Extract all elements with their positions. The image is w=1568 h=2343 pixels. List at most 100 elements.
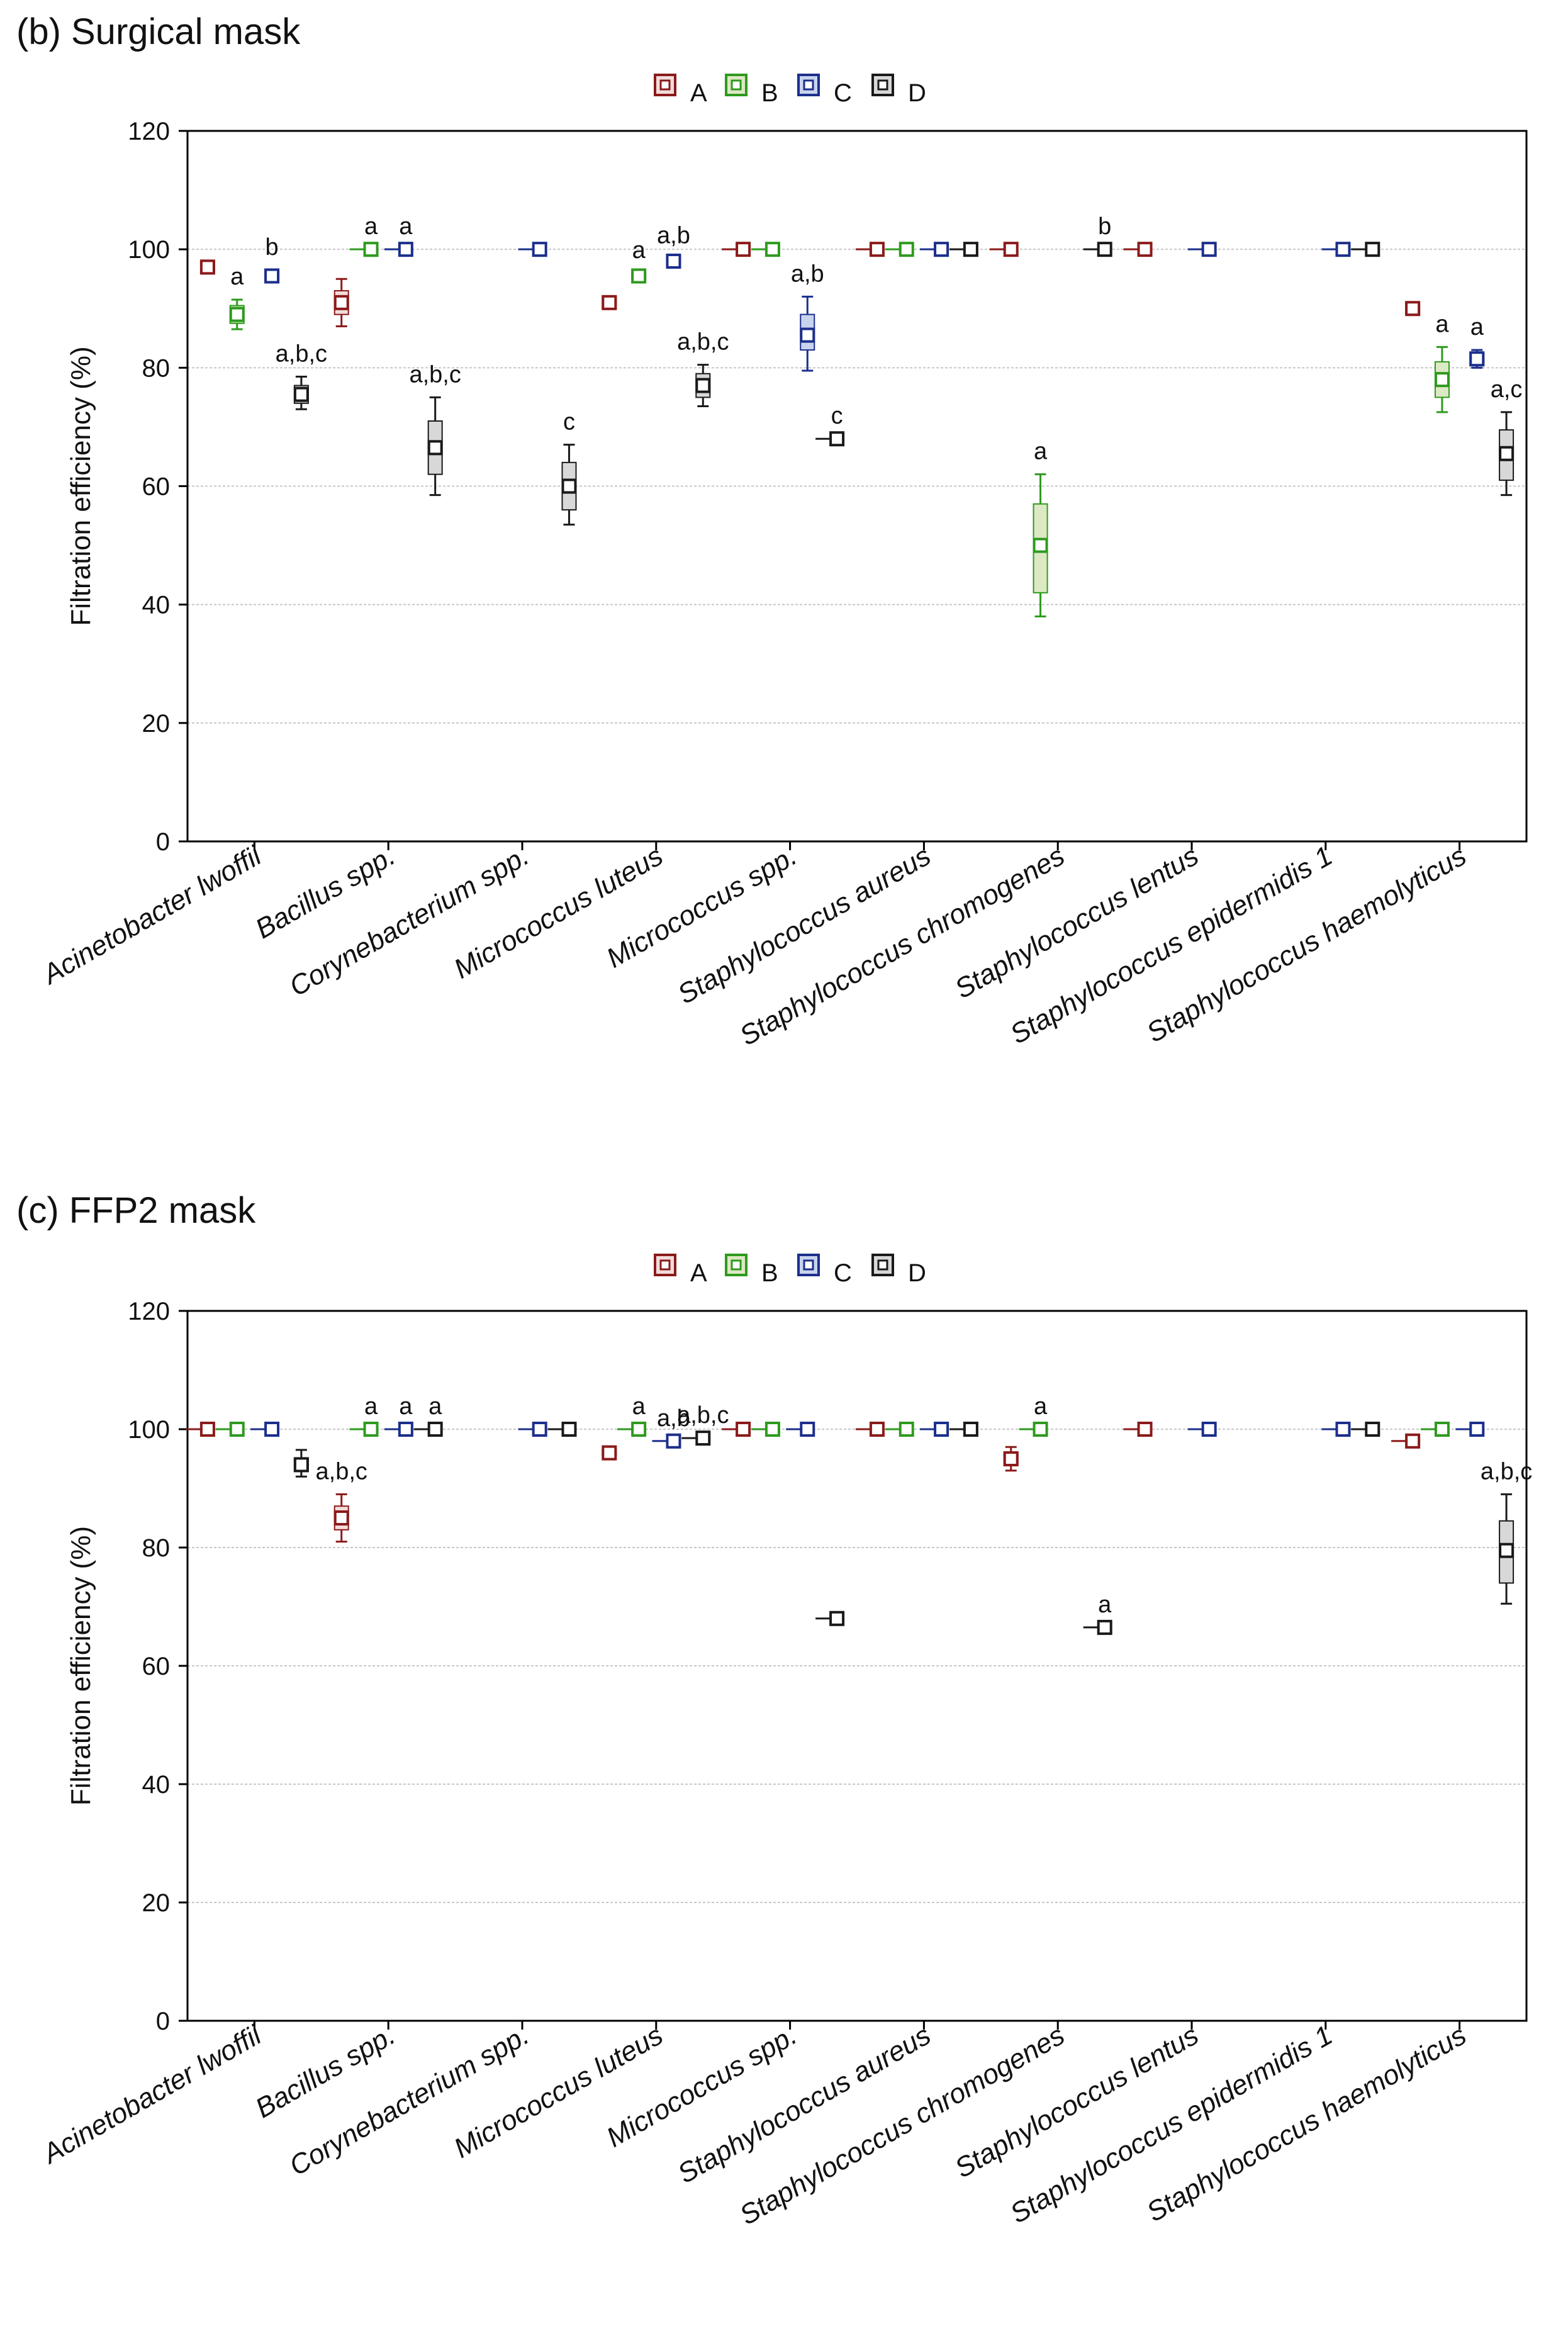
significance-label: a: [1435, 311, 1449, 337]
legend-marker-inner-D: [877, 79, 888, 91]
significance-label: a: [364, 1393, 378, 1420]
median-marker: [363, 1422, 379, 1437]
y-axis-label: Filtration efficiency (%): [65, 346, 96, 626]
significance-label: a,b,c: [677, 1402, 729, 1429]
median-marker: [1365, 1422, 1380, 1437]
legend-label-C: C: [834, 1259, 852, 1287]
significance-label: a,b: [657, 222, 690, 249]
box-D-9: a,b,c: [1481, 1458, 1532, 1605]
legend-label-D: D: [908, 1259, 926, 1287]
median-marker: [899, 242, 914, 257]
box-A-9: [1391, 1433, 1421, 1449]
significance-label: a,c: [1491, 376, 1523, 403]
box-D-8: [1351, 1422, 1380, 1437]
box-B-6: a: [1019, 1393, 1048, 1437]
box-D-0: a,b,c: [276, 340, 327, 410]
significance-label: a: [230, 264, 244, 290]
box-C-3: a,b: [657, 222, 690, 269]
x-tick-label: Corynebacterium spp.: [284, 2020, 534, 2182]
significance-label: a,b: [657, 1405, 690, 1432]
y-tick-label: 60: [142, 473, 171, 501]
legend-marker-inner-C: [803, 1259, 814, 1271]
box-C-3: a,b: [652, 1405, 690, 1449]
median-marker: [963, 242, 978, 257]
box-A-6: [1003, 1446, 1019, 1472]
box-C-5: [920, 242, 949, 257]
median-marker: [427, 440, 443, 456]
y-tick-label: 20: [142, 1889, 171, 1917]
box-B-9: a: [1434, 311, 1450, 413]
box-A-3: [602, 1445, 617, 1461]
significance-label: c: [563, 409, 575, 435]
median-marker: [934, 1422, 949, 1437]
legend-marker-A: [654, 74, 676, 96]
box-B-6: a: [1033, 439, 1048, 617]
box-B-1: a: [349, 1393, 379, 1437]
median-marker: [398, 1422, 413, 1437]
box-D-5: [949, 242, 978, 257]
median-marker: [736, 1422, 751, 1437]
median-marker: [1003, 1451, 1019, 1466]
legend-marker-inner-A: [659, 79, 671, 91]
median-marker: [1499, 446, 1515, 461]
median-marker: [333, 1510, 349, 1525]
median-marker: [1405, 1433, 1421, 1449]
box-A-0: [186, 1422, 215, 1437]
median-marker: [532, 242, 547, 257]
box-A-7: [1123, 1422, 1153, 1437]
box-D-6: a: [1083, 1592, 1112, 1635]
x-tick-label: Staphylococcus lentus: [949, 2020, 1204, 2184]
median-marker: [963, 1422, 978, 1437]
median-marker: [229, 306, 245, 322]
median-marker: [869, 1422, 885, 1437]
box-C-9: [1455, 1422, 1485, 1437]
median-marker: [199, 259, 215, 275]
box-A-0: [199, 259, 215, 275]
y-tick-label: 20: [142, 710, 171, 738]
box-B-0: a: [229, 264, 245, 330]
median-marker: [561, 478, 577, 494]
legend: A B C D: [654, 74, 926, 107]
chart-title: (c) FFP2 mask: [16, 1190, 256, 1231]
median-marker: [764, 242, 780, 257]
median-marker: [1097, 1619, 1112, 1635]
y-tick-label: 80: [142, 1534, 171, 1562]
box-D-1: a: [413, 1393, 443, 1437]
legend-label-D: D: [908, 79, 926, 107]
box-B-0: [215, 1422, 245, 1437]
box-C-2: [518, 1422, 547, 1437]
box-D-3: a,b,c: [677, 329, 729, 407]
box-A-3: [602, 295, 617, 310]
box-A-4: [722, 242, 751, 257]
box-C-8: [1321, 242, 1351, 257]
chart-panel-0: (b) Surgical mask A B C D 0 20 40 60 80 100 120 Filt…: [16, 11, 1528, 1052]
y-tick-label: 0: [156, 828, 170, 856]
median-marker: [532, 1422, 547, 1437]
box-C-1: a: [384, 1393, 413, 1437]
box-D-0: [293, 1449, 309, 1478]
box-D-2: c: [561, 409, 577, 526]
significance-label: a,b: [791, 261, 824, 287]
median-marker: [1434, 1422, 1450, 1437]
median-marker: [293, 1457, 309, 1473]
box-A-9: [1405, 301, 1421, 317]
median-marker: [631, 1422, 647, 1437]
box-A-1: a,b,c: [316, 1458, 367, 1543]
y-tick-label: 60: [142, 1653, 171, 1680]
box-C-8: [1321, 1422, 1351, 1437]
median-marker: [264, 1422, 280, 1437]
median-marker: [363, 242, 379, 257]
box-C-7: [1187, 242, 1217, 257]
box-B-3: a: [631, 237, 647, 284]
y-tick-label: 120: [128, 1298, 170, 1325]
median-marker: [1405, 301, 1421, 317]
box-B-3: a: [617, 1393, 647, 1437]
legend-marker-inner-B: [731, 1259, 742, 1271]
median-marker: [1365, 242, 1380, 257]
median-marker: [561, 1422, 577, 1437]
box-C-7: [1187, 1422, 1217, 1437]
median-marker: [1033, 1422, 1048, 1437]
median-marker: [427, 1422, 443, 1437]
box-B-4: [751, 242, 780, 257]
box-C-2: [518, 242, 547, 257]
